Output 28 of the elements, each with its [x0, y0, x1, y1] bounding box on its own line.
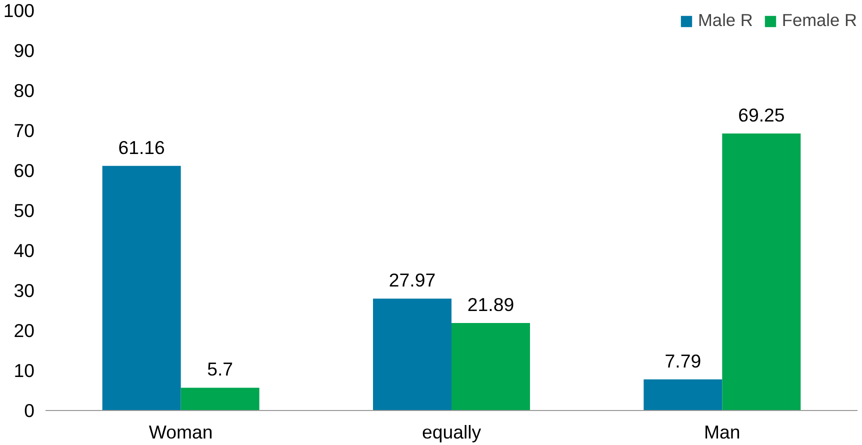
bar	[452, 322, 530, 410]
y-tick-label: 90	[14, 40, 35, 61]
y-tick-label: 0	[24, 400, 35, 421]
x-tick-label: Woman	[148, 422, 213, 442]
y-tick-label: 80	[14, 80, 35, 101]
y-tick-label: 30	[14, 280, 35, 301]
data-label: 5.7	[207, 358, 234, 380]
legend-label: Female R	[782, 10, 857, 31]
y-tick-label: 20	[14, 320, 35, 341]
x-tick-label: equally	[422, 422, 482, 442]
y-tick-label: 40	[14, 240, 35, 261]
bar	[722, 134, 801, 410]
data-label: 61.16	[118, 136, 165, 158]
data-label: 7.79	[664, 350, 702, 372]
bar	[180, 388, 260, 410]
y-tick-label: 50	[14, 200, 35, 221]
data-label: 69.25	[738, 104, 785, 126]
y-tick-label: 70	[14, 120, 35, 141]
y-tick-label: 100	[3, 0, 35, 21]
y-tick-label: 10	[14, 360, 35, 381]
bar	[644, 379, 722, 410]
y-tick-label: 60	[14, 160, 35, 181]
legend-label: Male R	[698, 10, 753, 31]
data-label: 21.89	[467, 294, 514, 315]
x-tick-label: Man	[704, 422, 740, 442]
data-label: 27.97	[388, 270, 436, 291]
bar	[102, 166, 181, 410]
bar	[373, 298, 452, 410]
